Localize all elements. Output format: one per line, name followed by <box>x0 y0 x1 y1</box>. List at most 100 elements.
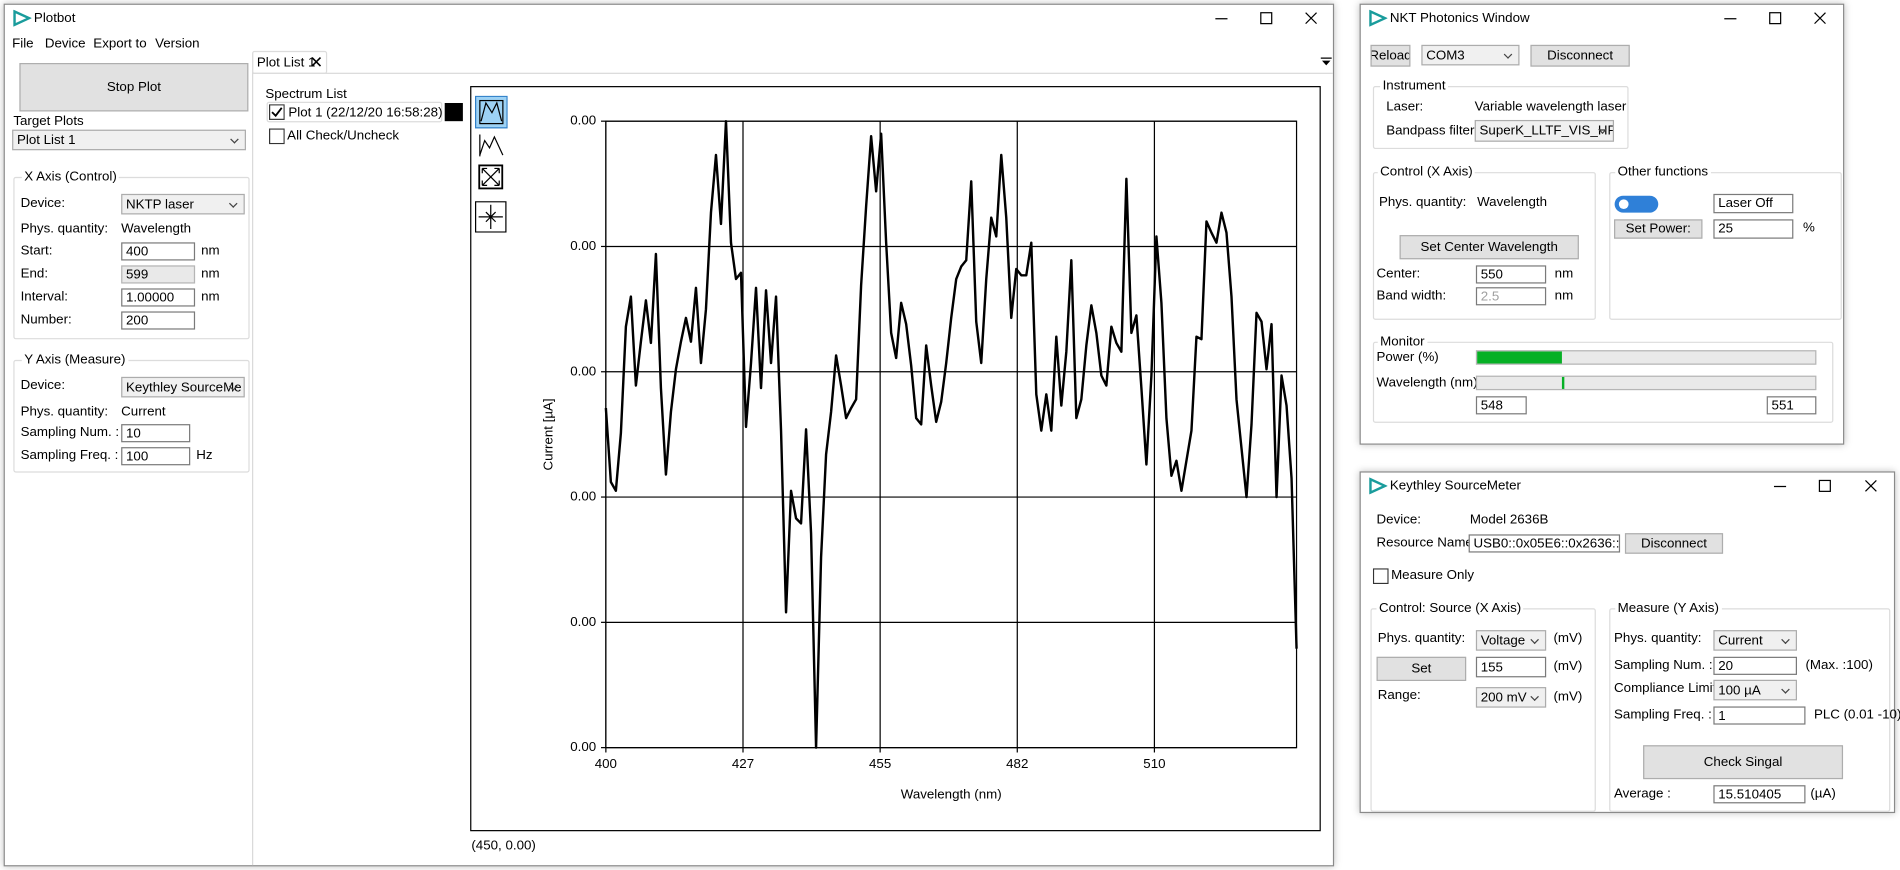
set-power-button[interactable]: Set Power: <box>1614 219 1703 239</box>
sampling-freq-input-text: 100 <box>126 448 149 464</box>
shrink-tool[interactable] <box>474 201 508 233</box>
number-input-text: 200 <box>126 313 149 328</box>
band-input-text: 2.5 <box>1480 288 1500 304</box>
set-value-input[interactable]: 155 <box>1475 656 1547 678</box>
close-button-graphic <box>1305 12 1317 25</box>
close-button[interactable] <box>1813 11 1828 26</box>
minimize-button-graphic <box>1773 485 1787 488</box>
plot-entry[interactable] <box>266 101 443 123</box>
device-label: Device: <box>20 196 66 211</box>
app-icon <box>12 9 32 27</box>
spectrum-list-label: Spectrum List <box>265 87 347 102</box>
disconnect-button[interactable]: Disconnect <box>1530 44 1630 67</box>
minimize-button[interactable] <box>1723 11 1738 26</box>
maximize-button[interactable] <box>1768 11 1783 26</box>
menu-item[interactable]: Version <box>155 36 200 51</box>
band-label: Band width: <box>1376 288 1447 303</box>
unit: (mV) <box>1553 631 1583 646</box>
sampling-num-input[interactable]: 10 <box>121 424 191 443</box>
app-icon-graphic <box>1369 477 1388 495</box>
close-button[interactable] <box>1304 11 1319 26</box>
power-input-text: 25 <box>1718 221 1734 237</box>
maximize-button[interactable] <box>1259 11 1274 26</box>
sampling-freq-label: Sampling Freq. : <box>1614 707 1712 723</box>
check-signal-button[interactable]: Check Singal <box>1643 745 1844 780</box>
resource-input[interactable]: USB0::0x05E6::0x2636::4483 <box>1468 534 1621 553</box>
target-plots-combo[interactable]: Plot List 1 <box>12 129 246 151</box>
menu-item[interactable]: Device <box>44 36 86 51</box>
checkbox[interactable] <box>269 104 285 120</box>
laser-toggle[interactable] <box>1614 195 1659 213</box>
laser-label: Laser: <box>1386 99 1424 114</box>
checkbox[interactable] <box>269 128 285 145</box>
tool-frame <box>478 164 504 190</box>
target-plots-label: Target Plots <box>13 113 84 129</box>
compliance-combo[interactable]: 100 µA <box>1713 679 1797 701</box>
quantity-label: Phys. quantity: <box>20 221 109 237</box>
x-device-combo[interactable]: NKTP laser <box>121 193 245 215</box>
minimize-button[interactable] <box>1773 479 1788 494</box>
start-label: Start: <box>20 243 53 259</box>
tab-close-button[interactable] <box>310 56 322 68</box>
interval-input[interactable]: 1.00000 <box>121 288 196 307</box>
filter-label: Bandpass filter: <box>1386 123 1479 139</box>
quantity-label: Phys. quantity: <box>1377 631 1466 646</box>
y-tick-label: 0.00 <box>570 489 596 504</box>
zoom-fit-tool[interactable] <box>474 95 508 129</box>
keithley-disconnect-button[interactable]: Disconnect <box>1624 533 1724 554</box>
expand-tool[interactable] <box>475 161 508 193</box>
close-glyph <box>1305 12 1317 25</box>
plot-list-tab[interactable]: Plot List 1 <box>252 50 328 74</box>
y-device-combo-text: Keythley SourceMe <box>126 379 242 395</box>
number-input[interactable]: 200 <box>121 311 196 330</box>
resource-label: Resource Name: <box>1376 535 1477 551</box>
tab-close-glyph <box>311 57 322 67</box>
port-combo[interactable]: COM3 <box>1421 44 1520 66</box>
menu-item[interactable]: File <box>12 36 34 51</box>
maximize-button-graphic <box>1769 12 1782 25</box>
reload-button[interactable]: Reload <box>1370 44 1411 67</box>
set-button[interactable]: Set <box>1376 656 1467 681</box>
checkbox-graphic <box>269 128 285 145</box>
menu-item[interactable]: Export to <box>93 36 147 51</box>
peak-tool[interactable] <box>475 130 508 162</box>
end-label: End: <box>20 266 49 282</box>
x-tick-label: 400 <box>595 756 617 771</box>
end-input-text: 599 <box>126 267 149 282</box>
plot-frame <box>470 86 1321 832</box>
title: Y Axis (Measure) <box>21 351 128 369</box>
toggle-knob <box>1618 199 1629 210</box>
device: Model 2636B <box>1469 512 1549 528</box>
checkbox[interactable] <box>1372 568 1389 585</box>
maximize-button[interactable] <box>1818 479 1833 494</box>
series-swatch <box>444 102 463 122</box>
title: Control: Source (X Axis) <box>1376 599 1524 617</box>
sampling-freq-input[interactable]: 100 <box>121 447 191 466</box>
filter-combo[interactable]: SuperK_LLTF_VIS_HP8 <box>1474 119 1615 142</box>
monitor-group <box>1372 341 1834 423</box>
minimize-button[interactable] <box>1214 11 1229 26</box>
sampling-num-label: Sampling Num. : <box>1614 657 1713 673</box>
window-title: NKT Photonics Window <box>1389 10 1530 26</box>
center-input[interactable]: 550 <box>1475 265 1547 284</box>
quantity-label: Phys. quantity: <box>20 404 109 420</box>
set-center-button[interactable]: Set Center Wavelength <box>1399 235 1579 260</box>
y-device-combo[interactable]: Keythley SourceMe <box>121 376 245 398</box>
measure-sampling-num[interactable]: 20 <box>1713 656 1797 675</box>
close-glyph <box>1865 480 1877 492</box>
band-input: 2.5 <box>1475 287 1547 306</box>
y-tick-label: 0.00 <box>570 238 596 253</box>
measure-quantity-combo[interactable]: Current <box>1713 630 1797 651</box>
source-quantity-combo[interactable]: Voltage <box>1475 630 1547 651</box>
range-combo[interactable]: 200 mV <box>1475 687 1547 708</box>
power-input[interactable]: 25 <box>1713 219 1794 239</box>
tab-overflow-button[interactable] <box>1320 56 1333 68</box>
close-button[interactable] <box>1864 479 1879 494</box>
start-input[interactable]: 400 <box>121 242 196 261</box>
stop-plot-button-text: Stop Plot <box>106 79 161 95</box>
stop-plot-button[interactable]: Stop Plot <box>19 63 249 112</box>
set-center-button-text: Set Center Wavelength <box>1420 239 1558 255</box>
measure-sampling-freq[interactable]: 1 <box>1713 706 1806 725</box>
wl-max-text: 551 <box>1771 398 1794 413</box>
